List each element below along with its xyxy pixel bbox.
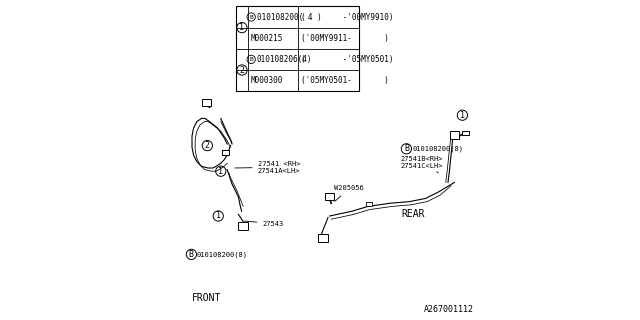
FancyBboxPatch shape: [366, 202, 372, 206]
Text: 1: 1: [460, 111, 465, 120]
FancyBboxPatch shape: [202, 99, 211, 106]
FancyBboxPatch shape: [319, 234, 328, 242]
Text: (        -'00MY9910): ( -'00MY9910): [301, 12, 394, 21]
Text: 1: 1: [218, 167, 223, 176]
Text: FRONT: FRONT: [192, 292, 221, 303]
Text: 27541B<RH>
27541C<LH>: 27541B<RH> 27541C<LH>: [400, 156, 442, 173]
FancyBboxPatch shape: [239, 222, 248, 230]
Text: M000300: M000300: [250, 76, 283, 85]
FancyBboxPatch shape: [462, 131, 468, 135]
Text: 010108200(8): 010108200(8): [413, 146, 464, 152]
Text: A267001112: A267001112: [424, 305, 474, 314]
Text: ('05MY0501-       ): ('05MY0501- ): [301, 76, 388, 85]
Text: 27543: 27543: [244, 220, 284, 227]
FancyBboxPatch shape: [325, 193, 334, 200]
Text: 1: 1: [216, 212, 221, 220]
Text: ('00MY9911-       ): ('00MY9911- ): [301, 34, 388, 43]
Text: 010108200( 4 ): 010108200( 4 ): [257, 12, 322, 21]
Text: REAR: REAR: [401, 209, 424, 220]
Text: 2: 2: [239, 66, 244, 75]
Text: 010108200(8): 010108200(8): [197, 251, 248, 258]
FancyBboxPatch shape: [223, 150, 229, 155]
Text: B: B: [189, 250, 194, 259]
FancyBboxPatch shape: [236, 6, 359, 91]
Text: W205056: W205056: [334, 185, 364, 201]
Text: 27541 <RH>
27541A<LH>: 27541 <RH> 27541A<LH>: [235, 161, 300, 174]
Text: B: B: [404, 144, 409, 153]
Text: 1: 1: [239, 23, 244, 32]
Text: (        -'05MY0501): ( -'05MY0501): [301, 55, 394, 64]
Text: 2: 2: [205, 141, 210, 150]
Text: M000215: M000215: [250, 34, 283, 43]
Text: B: B: [250, 14, 253, 20]
Text: B: B: [250, 57, 253, 62]
FancyBboxPatch shape: [450, 131, 460, 139]
Text: 010108206(4): 010108206(4): [257, 55, 312, 64]
